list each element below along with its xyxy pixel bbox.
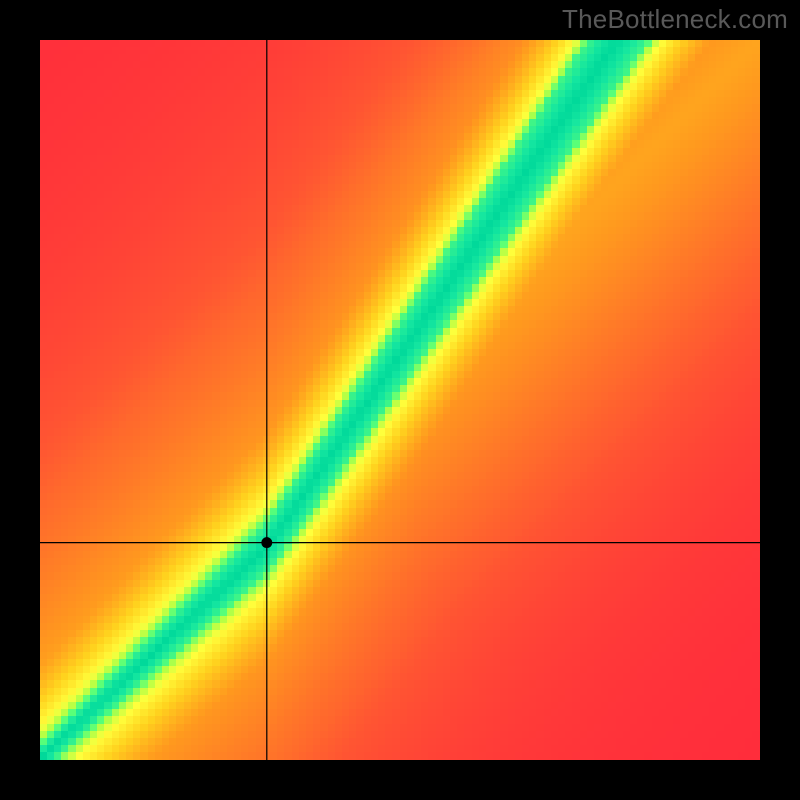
- watermark-text: TheBottleneck.com: [562, 4, 788, 35]
- bottleneck-heatmap: [0, 0, 800, 800]
